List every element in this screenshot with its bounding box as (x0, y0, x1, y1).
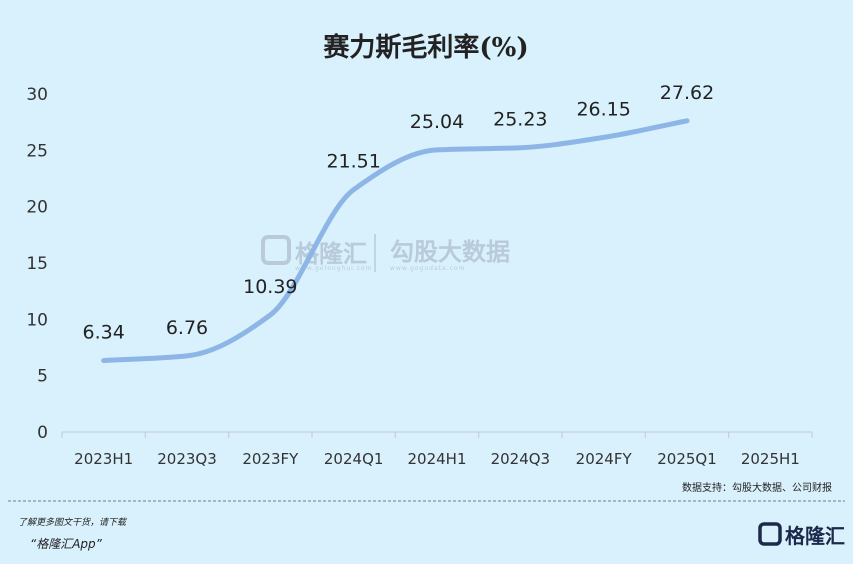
y-tick-label: 30 (26, 85, 48, 105)
footer-line1: 了解更多图文干货，请下载 (18, 517, 127, 528)
brand-name: 格隆汇 (785, 524, 845, 548)
y-tick-label: 5 (37, 367, 48, 387)
watermark-sub2: www.gogudata.com (390, 265, 465, 272)
data-label: 6.34 (83, 322, 125, 344)
y-tick-label: 15 (26, 254, 48, 274)
x-axis: 2023H1 2023Q3 2023FY 2024Q1 2024H1 2024Q3 2024… (61, 431, 813, 468)
x-tick-label: 2023Q3 (157, 450, 217, 468)
y-tick-label: 10 (26, 310, 48, 330)
series-line-group (101, 118, 690, 364)
x-tick-label: 2025Q1 (657, 450, 717, 468)
watermark-logo-icon (261, 235, 291, 265)
x-tick-label: 2024Q3 (491, 450, 551, 468)
x-tick-label: 2023FY (242, 450, 299, 468)
watermark-sub: www.gelonghui.com (295, 265, 373, 272)
source-note: 数据支持：勾股大数据、公司财报 (682, 481, 832, 494)
series-line (101, 118, 690, 364)
data-label: 21.51 (326, 151, 380, 173)
y-tick-label: 20 (26, 198, 48, 218)
data-label: 6.76 (166, 317, 208, 339)
data-label: 26.15 (576, 98, 630, 120)
watermark: 格隆汇 www.gelonghui.com 勾股大数据 www.gogudata… (261, 234, 510, 272)
data-label: 10.39 (243, 276, 297, 298)
x-tick-label: 2025H1 (741, 450, 800, 468)
data-labels: 6.34 6.76 10.39 21.51 25.04 25.23 26.15 27.62 (83, 82, 715, 344)
x-tick-label: 2024Q1 (324, 450, 384, 468)
data-label: 27.62 (660, 82, 714, 104)
x-tick-label: 2023H1 (74, 450, 133, 468)
data-label: 25.04 (410, 111, 464, 133)
y-tick-label: 25 (26, 141, 48, 161)
footer-line2: “格隆汇App” (30, 537, 103, 551)
y-tick-label: 0 (37, 423, 48, 443)
chart-title: 赛力斯毛利率(%) (322, 32, 528, 63)
x-tick-label: 2024H1 (408, 450, 467, 468)
footer-brand: 格隆汇 (758, 522, 845, 548)
data-label: 25.23 (493, 109, 547, 131)
watermark-name2: 勾股大数据 (390, 238, 510, 266)
y-axis: 0 5 10 15 20 25 30 (26, 85, 48, 443)
brand-logo-icon (758, 522, 782, 546)
x-tick-label: 2024FY (576, 450, 633, 468)
